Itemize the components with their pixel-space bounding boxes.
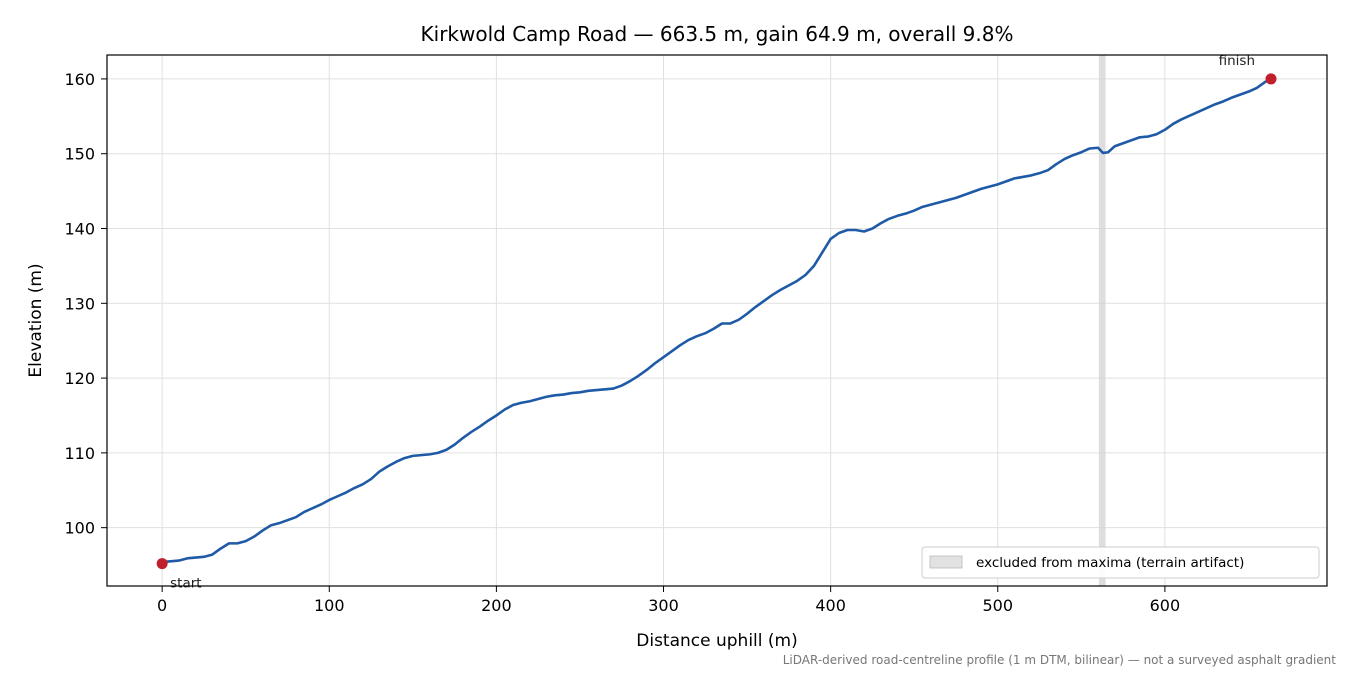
legend-box	[921, 546, 1320, 579]
markers-group: start finish	[156, 53, 1277, 592]
legend-label-excluded: excluded from maxima (terrain artifact)	[976, 555, 1244, 571]
x-ticks: 0 100 200 300 400 500 600	[157, 586, 1180, 615]
plot-frame	[106, 54, 1328, 587]
x-tick-label: 200	[481, 596, 512, 615]
start-label: start	[170, 576, 201, 592]
y-tick-label: 130	[64, 294, 95, 313]
footnote: LiDAR-derived road-centreline profile (1…	[783, 653, 1337, 667]
y-tick-label: 160	[64, 70, 95, 89]
x-tick-label: 600	[1150, 596, 1181, 615]
x-tick-label: 300	[648, 596, 679, 615]
grid	[107, 55, 1327, 586]
excluded-band	[1098, 55, 1106, 586]
excluded-band-group	[1098, 55, 1106, 586]
x-tick-label: 100	[314, 596, 345, 615]
x-tick-label: 400	[815, 596, 846, 615]
finish-label: finish	[1219, 53, 1255, 69]
chart-title: Kirkwold Camp Road — 663.5 m, gain 64.9 …	[421, 22, 1014, 46]
legend: excluded from maxima (terrain artifact)	[921, 546, 1320, 579]
y-tick-label: 110	[64, 444, 95, 463]
x-axis-label: Distance uphill (m)	[636, 631, 797, 651]
elevation-line	[162, 77, 1272, 564]
y-tick-label: 120	[64, 369, 95, 388]
series-group	[162, 77, 1272, 564]
y-tick-label: 100	[64, 519, 95, 538]
y-tick-label: 140	[64, 220, 95, 239]
start-marker	[156, 558, 168, 570]
y-ticks: 100 110 120 130 140 150 160	[64, 70, 107, 538]
finish-marker	[1265, 73, 1277, 85]
y-axis-label: Elevation (m)	[26, 263, 46, 377]
x-tick-label: 500	[982, 596, 1013, 615]
legend-swatch-excluded	[929, 555, 963, 569]
y-tick-label: 150	[64, 145, 95, 164]
x-tick-label: 0	[157, 596, 167, 615]
